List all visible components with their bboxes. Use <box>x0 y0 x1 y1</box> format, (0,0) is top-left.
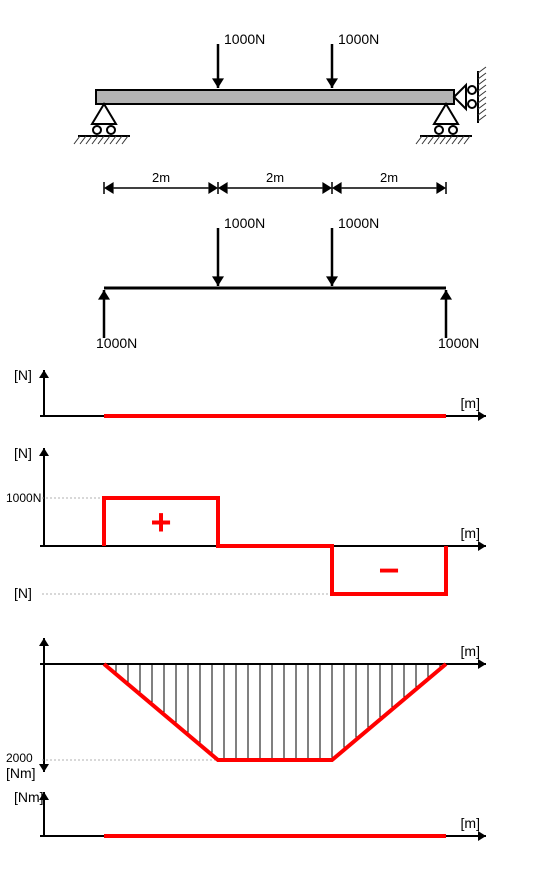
dim-label: 2m <box>152 170 170 185</box>
x-axis-label: [m] <box>461 815 480 831</box>
y-axis-label: [N] <box>14 445 32 461</box>
x-axis-label: [m] <box>461 643 480 659</box>
dimension-line: 2m 2m 2m <box>104 170 446 194</box>
load-label: 1000N <box>224 215 265 231</box>
fbd-panel: 1000N 1000N 1000N 1000N <box>96 215 479 351</box>
side-roller <box>454 85 466 109</box>
shear-diagram: [N] [m] 1000N [N] + − <box>6 445 486 601</box>
dim-label: 2m <box>380 170 398 185</box>
load-label: 1000N <box>224 31 265 47</box>
minus-symbol: − <box>378 550 399 591</box>
moment-diagram: [m] 2000[Nm] <box>6 638 486 781</box>
moment-curve <box>104 664 446 760</box>
moment-unit: [Nm] <box>6 765 36 781</box>
plus-symbol: + <box>150 502 171 543</box>
x-axis-label: [m] <box>461 395 480 411</box>
y-axis-label-bottom: [N] <box>14 585 32 601</box>
shear-tick: 1000N <box>6 491 41 505</box>
beam <box>96 90 454 104</box>
torsion-diagram: [Nm] [m] <box>14 789 486 841</box>
reaction-label: 1000N <box>438 335 479 351</box>
moment-tick: 2000 <box>6 751 33 765</box>
dim-label: 2m <box>266 170 284 185</box>
x-axis-label: [m] <box>461 525 480 541</box>
reaction-label: 1000N <box>96 335 137 351</box>
y-axis-label: [Nm] <box>14 789 44 805</box>
load-label: 1000N <box>338 31 379 47</box>
load-label: 1000N <box>338 215 379 231</box>
roller-support <box>434 104 458 124</box>
beam-panel: 1000N 1000N <box>74 31 486 144</box>
pin-support <box>92 104 116 124</box>
y-axis-label: [N] <box>14 367 32 383</box>
normal-diagram: [N] [m] <box>14 367 486 421</box>
